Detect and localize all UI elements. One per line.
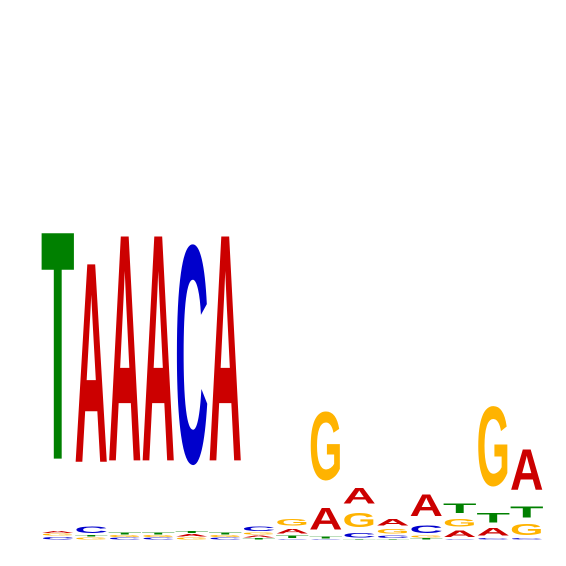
logo-letter-c: C: [75, 525, 108, 535]
logo-letter-g: G: [142, 535, 175, 538]
logo-letter-t: T: [309, 537, 343, 540]
logo-letter-c: C: [376, 535, 409, 539]
logo-letter-a: A: [276, 528, 310, 536]
logo-letter-c: C: [242, 525, 276, 533]
logo-letter-t: T: [510, 503, 544, 521]
logo-letter-g: G: [309, 392, 342, 501]
logo-letter-g: G: [242, 532, 275, 535]
logo-letter-t: T: [41, 161, 74, 528]
logo-letter-c: C: [510, 538, 543, 540]
logo-letter-c: C: [410, 523, 443, 536]
logo-letter-c: C: [309, 539, 342, 540]
logo-letter-g: G: [343, 509, 376, 531]
logo-letter-a: A: [175, 534, 208, 538]
logo-letter-t: T: [443, 501, 477, 516]
logo-letter-g: G: [376, 528, 409, 536]
logo-letter-a: A: [376, 518, 409, 528]
logo-letter-a: A: [242, 535, 275, 538]
logo-letter-g: G: [510, 521, 543, 539]
logo-letter-c: C: [443, 539, 476, 540]
logo-letter-a: A: [142, 168, 175, 531]
logo-letter-t: T: [142, 532, 176, 535]
logo-letter-t: T: [242, 538, 276, 540]
logo-letter-a: A: [343, 483, 376, 508]
logo-letter-g: G: [108, 535, 141, 538]
logo-letter-c: C: [41, 536, 74, 540]
logo-letter-a: A: [443, 529, 476, 539]
logo-letter-a: A: [209, 168, 242, 531]
logo-letter-t: T: [477, 510, 511, 525]
logo-letter-t: T: [75, 535, 109, 537]
logo-letter-t: T: [376, 539, 410, 540]
logo-letter-g: G: [443, 516, 476, 529]
logo-letter-g: G: [410, 535, 443, 538]
logo-letter-g: G: [477, 385, 510, 511]
logo-letter-c: C: [175, 181, 208, 529]
logo-letter-g: G: [175, 538, 208, 541]
logo-letter-a: A: [410, 488, 444, 523]
logo-letter-a: A: [477, 525, 510, 538]
logo-letter-a: A: [41, 531, 74, 534]
logo-letter-c: C: [142, 537, 176, 540]
logo-letter-c: C: [343, 532, 377, 540]
logo-letter-g: G: [41, 534, 74, 537]
logo-letter-t: T: [108, 532, 142, 535]
logo-letter-t: T: [343, 539, 377, 540]
logo-letter-t: T: [410, 538, 444, 540]
logo-letter-t: T: [209, 532, 243, 535]
logo-letter-a: A: [75, 202, 109, 523]
logo-letter-g: G: [75, 537, 108, 540]
logo-letter-c: C: [276, 539, 309, 540]
logo-letter-c: C: [108, 537, 142, 540]
logo-letter-a: A: [510, 438, 544, 503]
logo-letter-a: A: [108, 168, 141, 531]
logo-letter-a: A: [309, 502, 343, 537]
logo-letter-c: C: [209, 537, 243, 540]
logo-letter-g: G: [209, 535, 242, 538]
logo-letter-c: C: [477, 538, 510, 540]
logo-letter-t: T: [276, 535, 310, 539]
logo-letter-g: G: [276, 517, 309, 527]
logo-letter-t: T: [175, 531, 209, 534]
